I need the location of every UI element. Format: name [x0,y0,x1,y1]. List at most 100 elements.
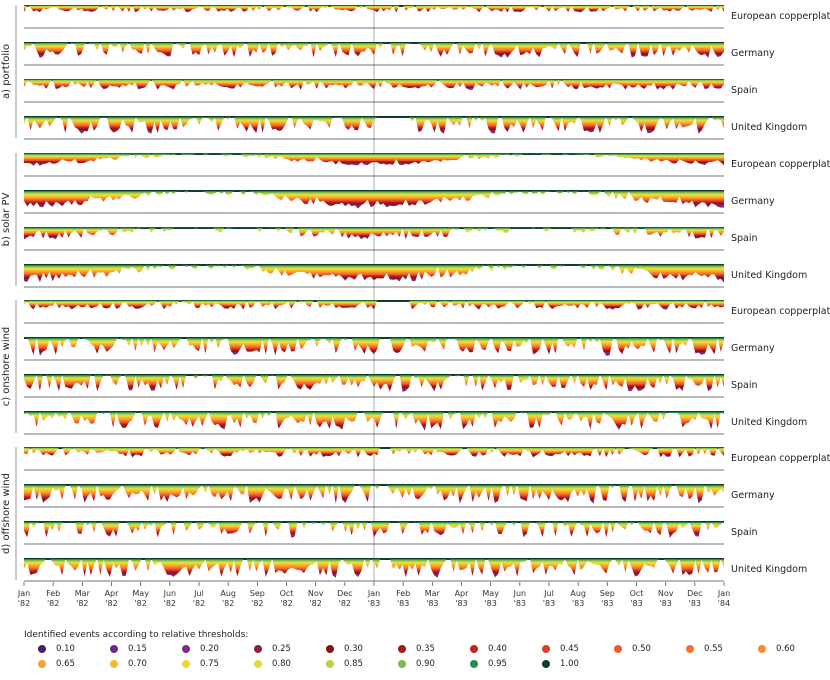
x-tick-month: May [482,589,499,598]
x-tick-year: '82 [339,599,351,608]
x-tick-month: Jul [193,589,204,598]
x-tick-month: Dec [337,589,352,598]
series-row [24,264,724,288]
legend: Identified events according to relative … [24,630,824,670]
legend-item: 0.10 [24,643,96,655]
legend-label: 0.85 [344,659,363,669]
legend-item: 0.70 [96,658,168,670]
legend-label: 1.00 [560,659,579,669]
row-label: United Kingdom [731,122,807,133]
event-area [24,264,724,283]
row-label: Spain [731,380,758,391]
legend-swatch [182,660,190,668]
series-row [24,558,724,582]
legend-swatch [758,645,766,653]
legend-label: 0.10 [56,644,75,654]
legend-label: 0.80 [272,659,291,669]
legend-item: 0.30 [312,643,384,655]
x-tick-month: Jun [513,589,527,598]
series-row [24,374,724,398]
figure: a) portfolio European copperplate Germany S… [1,0,830,608]
row-label: United Kingdom [731,270,807,281]
x-tick-year: '83 [659,599,671,608]
legend-label: 0.95 [488,659,507,669]
row-label: European copperplate [731,11,830,22]
x-tick-year: '82 [164,599,176,608]
row-label: Spain [731,527,758,538]
legend-label: 0.50 [632,644,651,654]
legend-item: 0.80 [240,658,312,670]
legend-swatch [542,645,550,653]
legend-label: 0.70 [128,659,147,669]
x-tick-year: '83 [543,599,555,608]
legend-swatch [182,645,190,653]
x-tick-year: '82 [251,599,263,608]
x-tick-year: '82 [222,599,234,608]
event-area [24,558,724,578]
legend-swatch [326,660,334,668]
x-tick-month: Feb [396,589,410,598]
row-label: Spain [731,85,758,96]
series-row [24,337,724,361]
series-row [24,190,724,214]
legend-label: 0.25 [272,644,291,654]
x-tick-year: '83 [426,599,438,608]
x-tick-month: Aug [570,589,586,598]
event-area [24,300,724,310]
event-area [24,411,724,431]
series-row [24,521,724,545]
event-area [24,79,724,90]
event-area [24,337,724,356]
x-tick-month: Sep [250,589,265,598]
x-tick-month: Nov [658,589,674,598]
x-tick-year: '82 [18,599,30,608]
legend-item: 0.75 [168,658,240,670]
legend-item: 0.55 [672,643,744,655]
legend-item: 0.95 [456,658,528,670]
legend-swatch [398,645,406,653]
legend-item: 0.20 [168,643,240,655]
x-tick-year: '83 [455,599,467,608]
x-tick-month: Mar [425,589,441,598]
event-area [24,153,724,166]
legend-swatch [470,645,478,653]
series-row [24,79,724,103]
legend-label: 0.45 [560,644,579,654]
legend-item: 1.00 [528,658,600,670]
event-area [24,484,724,504]
x-tick-year: '82 [47,599,59,608]
legend-swatch [398,660,406,668]
event-area [24,227,724,240]
x-tick-month: Dec [687,589,702,598]
event-area [24,447,724,458]
row-label: European copperplate [731,453,830,464]
legend-label: 0.75 [200,659,219,669]
x-tick-year: '82 [280,599,292,608]
legend-swatch [254,645,262,653]
legend-swatch [110,660,118,668]
legend-item: 0.15 [96,643,168,655]
row-label: European copperplate [731,159,830,170]
series-row [24,300,724,324]
legend-item: 0.25 [240,643,312,655]
x-tick-month: Jun [163,589,177,598]
event-area [24,5,724,13]
legend-swatch [38,660,46,668]
panel-label: c) onshore wind [1,327,12,407]
legend-grid: 0.10 0.15 0.20 0.25 0.30 0.35 0.40 0.45 0.50 0.55… [24,643,824,670]
series-row [24,5,724,29]
row-label: Germany [731,490,775,501]
x-tick-month: Jan [367,589,380,598]
legend-swatch [686,645,694,653]
legend-label: 0.35 [416,644,435,654]
legend-swatch [470,660,478,668]
panel-label: d) offshore wind [1,473,12,554]
legend-label: 0.55 [704,644,723,654]
x-tick-month: Mar [75,589,91,598]
row-label: Germany [731,48,775,59]
legend-label: 0.30 [344,644,363,654]
event-area [24,190,724,209]
legend-label: 0.20 [200,644,219,654]
series-row [24,411,724,435]
event-area [24,42,724,58]
